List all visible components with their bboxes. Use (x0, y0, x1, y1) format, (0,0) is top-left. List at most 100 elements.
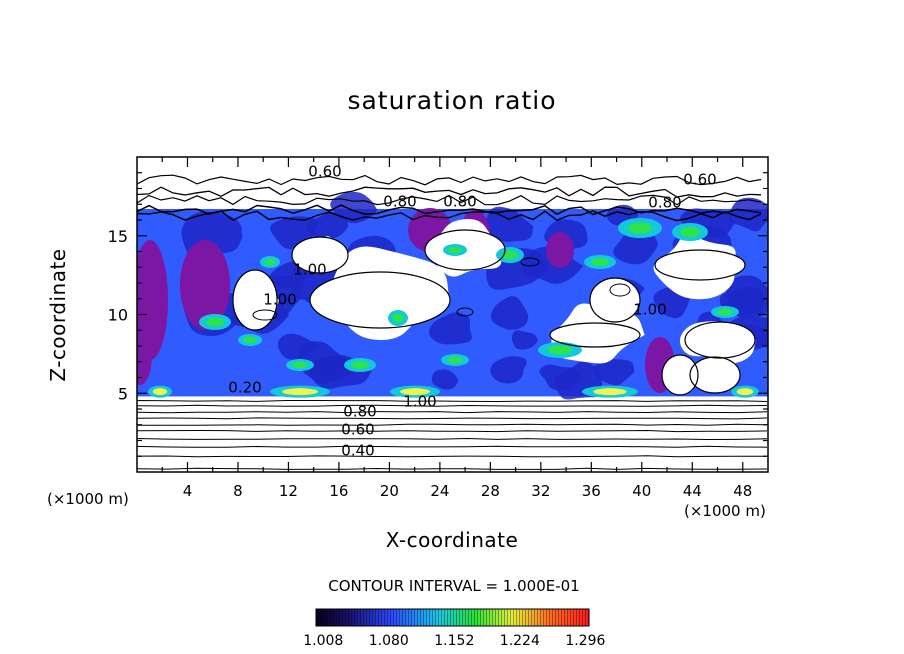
yellow-region (400, 388, 430, 396)
subsaturated-region (685, 322, 755, 358)
contour-line (232, 269, 278, 331)
contour-label: 1.00 (293, 261, 326, 279)
y-unit-label: (×1000 m) (47, 490, 129, 508)
contour-interval-text: CONTOUR INTERVAL = 1.000E-01 (328, 577, 580, 595)
contour-line (520, 257, 540, 267)
subsaturated-region (655, 250, 745, 280)
chart-title: saturation ratio (347, 86, 557, 115)
yellow-region (736, 388, 754, 396)
yellow-region (593, 388, 627, 396)
dark-blue-region (593, 359, 635, 386)
colorbar-tick-label: 1.080 (369, 633, 409, 649)
green-region (243, 336, 257, 344)
contour-line (252, 309, 278, 321)
purple-region (137, 325, 152, 385)
colorbar-tick-labels: 1.008 1.080 1.152 1.224 1.296 (303, 633, 605, 649)
x-tick-label: 44 (683, 482, 702, 500)
contour-line (609, 283, 631, 297)
contour-label: 0.80 (443, 193, 476, 211)
dark-blue-region (728, 197, 768, 232)
contour-line (137, 417, 768, 420)
contour-label: 0.60 (308, 163, 341, 181)
x-axis-label: X-coordinate (385, 528, 519, 552)
green-region (264, 258, 276, 266)
contour-line (137, 404, 768, 407)
colorbar-tick-label: 1.152 (434, 633, 474, 649)
contour-line (589, 277, 641, 323)
contour-line (137, 437, 768, 441)
contour-label: 1.00 (403, 393, 436, 411)
subsaturated-region (690, 357, 740, 393)
x-tick-label: 32 (531, 482, 550, 500)
contour-label: 0.60 (341, 421, 374, 439)
contour-line (684, 321, 756, 359)
green-region (717, 308, 733, 316)
green-region (502, 250, 518, 260)
green-region (448, 246, 462, 254)
y-tick-label: 10 (108, 306, 128, 325)
contour-line (137, 429, 768, 433)
dark-blue-region (306, 212, 349, 240)
x-tick-label: 16 (329, 482, 348, 500)
x-tick-label: 36 (582, 482, 601, 500)
green-region (627, 222, 653, 234)
dark-blue-region (490, 356, 527, 384)
axis-ticks (137, 157, 768, 472)
green-region (351, 361, 369, 369)
subsaturated-region (310, 272, 450, 328)
contour-label: 1.00 (633, 301, 666, 319)
contour-line (689, 356, 741, 394)
contour-label: 0.80 (648, 194, 681, 212)
y-tick-label: 15 (108, 227, 128, 246)
y-axis-label: Z-coordinate (46, 248, 70, 382)
contour-line (137, 204, 762, 216)
x-tick-label: 40 (632, 482, 651, 500)
colorbar (315, 608, 590, 627)
green-region (591, 258, 609, 266)
contour-label: 0.20 (228, 379, 261, 397)
contour-line (137, 411, 768, 414)
colorbar-frame (315, 608, 590, 627)
contour-line (456, 307, 474, 317)
green-region (680, 227, 700, 237)
contour-line (424, 229, 506, 271)
yellow-region (282, 388, 318, 396)
x-tick-label: 28 (481, 482, 500, 500)
purple-region (180, 240, 230, 330)
subsaturated-region (233, 270, 277, 330)
contour-line (137, 467, 768, 470)
x-unit-label: (×1000 m) (684, 502, 766, 520)
contour-line (137, 194, 762, 206)
green-region (547, 345, 573, 355)
dark-blue-region (511, 330, 539, 350)
contour-line (137, 174, 762, 186)
subsaturated-region (550, 323, 640, 347)
contour-line (291, 236, 349, 274)
contour-labels: 0.60 0.600.80 0.80 0.800.800.600.400.201.00… (228, 163, 716, 460)
subsaturated-region (662, 355, 698, 395)
contour-line (654, 249, 746, 281)
green-region (292, 361, 308, 369)
contour-line (137, 445, 768, 448)
contour-line (137, 210, 762, 222)
green-region (206, 317, 224, 327)
dark-blue-region (490, 296, 529, 330)
x-tick-label: 24 (430, 482, 449, 500)
x-tick-label: 8 (233, 482, 243, 500)
saturation-field (137, 191, 768, 400)
purple-region (546, 232, 574, 268)
green-region (392, 313, 404, 323)
contour-line (309, 271, 451, 329)
contour-line (661, 354, 699, 396)
x-tick-label: 12 (279, 482, 298, 500)
subsaturated-region (590, 278, 640, 322)
x-tick-label: 20 (380, 482, 399, 500)
contour-line (137, 455, 767, 458)
colorbar-tick-label: 1.008 (303, 633, 343, 649)
x-tick-label: 48 (733, 482, 752, 500)
contour-line (137, 399, 768, 403)
x-tick-label: 4 (183, 482, 193, 500)
contour-line (137, 423, 768, 426)
